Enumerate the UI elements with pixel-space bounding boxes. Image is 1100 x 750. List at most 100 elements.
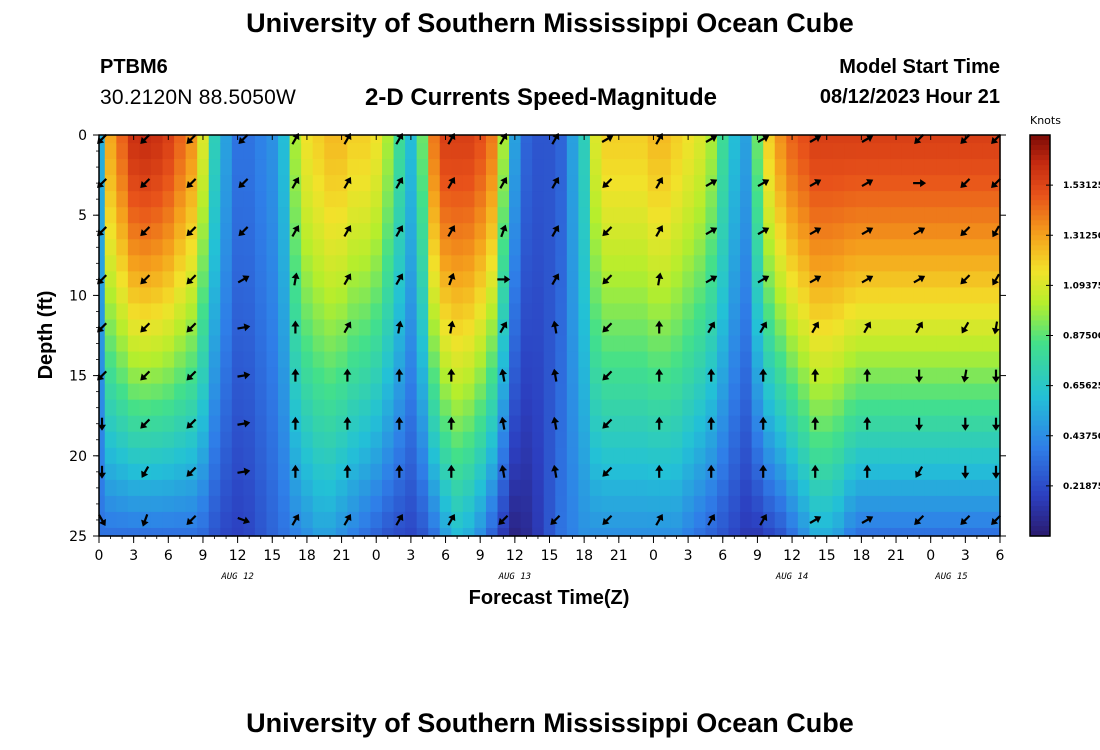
heatmap-cell <box>774 239 787 256</box>
heatmap-cell <box>971 287 984 305</box>
heatmap-cell <box>878 399 891 417</box>
current-arrow <box>395 177 404 189</box>
heatmap-cell <box>636 223 649 240</box>
heatmap-cell <box>370 255 383 272</box>
heatmap-cell <box>890 159 903 176</box>
heatmap-cell <box>485 239 499 256</box>
heatmap-cell <box>312 223 325 240</box>
heatmap-cell <box>520 271 533 288</box>
heatmap-cell <box>162 271 175 288</box>
heatmap-cell <box>809 527 822 537</box>
heatmap-cell <box>358 143 372 160</box>
heatmap-cell <box>774 255 787 272</box>
heatmap-cell <box>994 367 1001 385</box>
colorbar-segment <box>1030 385 1050 392</box>
heatmap-cell <box>543 383 556 401</box>
heatmap-cell <box>162 239 175 256</box>
heatmap-cell <box>913 207 926 224</box>
y-tick-label: 10 <box>69 288 87 304</box>
heatmap-cell <box>116 159 129 176</box>
current-arrow <box>343 513 352 526</box>
heatmap-cell <box>416 527 429 537</box>
heatmap-cell <box>347 383 360 401</box>
heatmap-cell <box>99 239 106 256</box>
current-arrow <box>861 179 874 188</box>
heatmap-cell <box>728 463 741 481</box>
heatmap-cell <box>382 527 395 537</box>
heatmap-cell <box>543 351 556 369</box>
heatmap-cell <box>208 319 221 337</box>
heatmap-cell <box>647 351 660 369</box>
heatmap-cell <box>150 255 164 272</box>
colorbar-segment <box>1030 455 1050 462</box>
heatmap-cell <box>716 207 730 224</box>
heatmap-cell <box>867 223 880 240</box>
heatmap-cell <box>312 159 325 176</box>
current-arrow <box>238 178 249 189</box>
heatmap-cell <box>924 431 938 449</box>
heatmap-cell <box>509 175 522 192</box>
heatmap-cell <box>474 335 487 353</box>
heatmap-cell <box>312 415 325 433</box>
heatmap-cell <box>208 495 221 513</box>
heatmap-cell <box>624 495 637 513</box>
heatmap-cell <box>532 207 545 224</box>
heatmap-cell <box>716 351 730 369</box>
heatmap-cell <box>289 447 302 465</box>
heatmap-cell <box>116 303 129 321</box>
heatmap-cell <box>150 367 164 385</box>
heatmap-cell <box>485 135 499 144</box>
heatmap-cell <box>220 495 233 513</box>
heatmap-cell <box>971 175 984 192</box>
heatmap-cell <box>820 495 834 513</box>
heatmap-cell <box>150 399 164 417</box>
heatmap-cell <box>832 351 845 369</box>
heatmap-cell <box>601 447 614 465</box>
heatmap-cell <box>347 271 360 288</box>
heatmap-cell <box>335 527 348 537</box>
heatmap-cell <box>867 159 880 176</box>
heatmap-cell <box>382 303 395 321</box>
current-arrow <box>551 368 560 382</box>
x-tick-label: 21 <box>333 548 351 564</box>
x-tick-label: 12 <box>783 548 801 564</box>
heatmap-cell <box>301 527 314 537</box>
heatmap-cell <box>451 463 464 481</box>
colorbar-segment <box>1030 140 1050 146</box>
heatmap-cell <box>763 271 776 288</box>
heatmap-cell <box>566 463 579 481</box>
heatmap-cell <box>301 431 314 449</box>
heatmap-cell <box>99 143 106 160</box>
heatmap-cell <box>936 271 949 288</box>
heatmap-cell <box>278 335 291 353</box>
heatmap-cell <box>855 511 868 529</box>
heatmap-cell <box>890 415 903 433</box>
heatmap-cell <box>693 143 707 160</box>
current-arrow <box>861 275 874 284</box>
heatmap-cell <box>890 287 903 305</box>
heatmap-cell <box>670 495 683 513</box>
heatmap-cell <box>555 159 568 176</box>
heatmap-cell <box>948 271 961 288</box>
heatmap-cell <box>335 239 348 256</box>
heatmap-cell <box>243 175 256 192</box>
heatmap-cell <box>740 527 753 537</box>
chart-subtitle: 2-D Currents Speed-Magnitude <box>365 84 718 111</box>
heatmap-cell <box>867 319 880 337</box>
heatmap-cell <box>820 271 834 288</box>
heatmap-cell <box>497 239 510 256</box>
heatmap-cell <box>578 143 591 160</box>
heatmap-cell <box>474 287 487 305</box>
heatmap-cells <box>99 135 1001 537</box>
heatmap-cell <box>278 207 291 224</box>
heatmap-cell <box>162 463 175 481</box>
heatmap-cell <box>740 207 753 224</box>
heatmap-cell <box>428 271 441 288</box>
heatmap-cell <box>335 351 348 369</box>
heatmap-cell <box>99 431 106 449</box>
heatmap-cell <box>150 431 164 449</box>
heatmap-cell <box>428 479 441 497</box>
heatmap-cell <box>254 351 268 369</box>
heatmap-cell <box>243 479 256 497</box>
heatmap-cell <box>913 143 926 160</box>
